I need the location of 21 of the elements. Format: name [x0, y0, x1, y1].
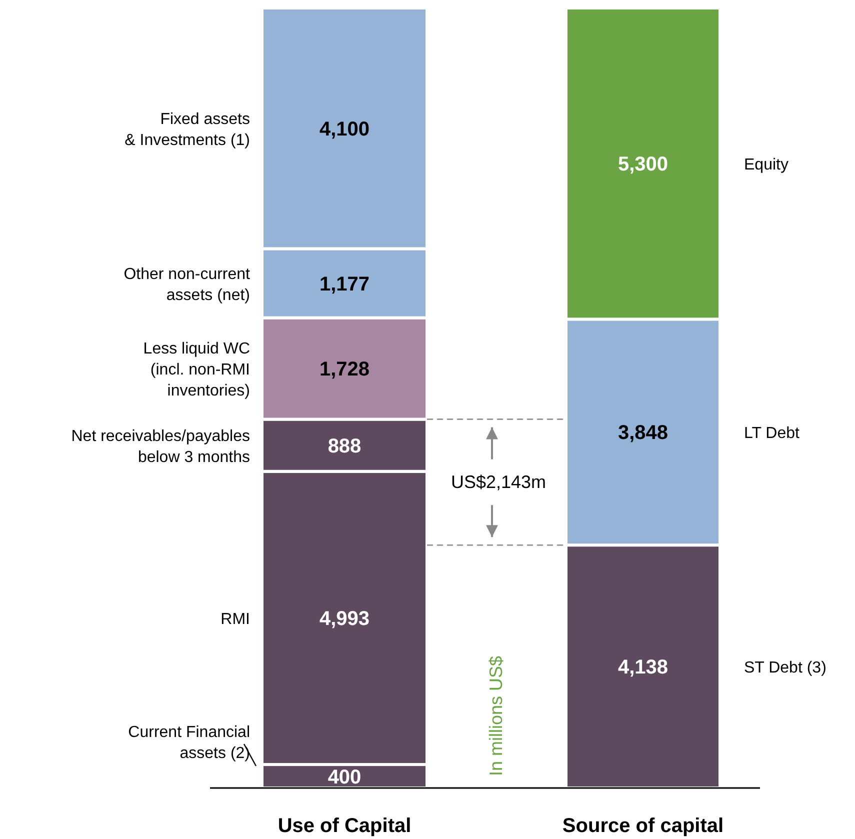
series-label: LT Debt: [744, 425, 800, 442]
series-label: ST Debt (3): [744, 660, 826, 677]
x-tick-label: Use of Capital: [278, 815, 412, 837]
data-label: 4,138: [618, 656, 668, 679]
series-label: RMI: [220, 610, 250, 628]
data-label: 4,993: [319, 608, 370, 630]
data-label: 5,300: [618, 154, 668, 176]
data-label: 400: [328, 766, 362, 788]
series-label: Net receivables/payables below 3 months: [71, 428, 250, 466]
series-label: Equity: [744, 156, 788, 174]
data-label: 4,100: [319, 118, 370, 140]
series-label: Fixed assets & Investments (1): [124, 110, 250, 149]
series-label: Other non-current assets (net): [124, 266, 251, 304]
series-label: Less liquid WC (incl. non-RMI inventories): [143, 340, 250, 400]
data-label: 1,177: [319, 273, 370, 296]
data-label: 888: [328, 435, 362, 458]
x-tick-label: Source of capital: [562, 815, 724, 837]
annotation: US$2,143m: [450, 472, 546, 492]
data-label: 3,848: [618, 422, 668, 444]
data-label: 1,728: [319, 358, 370, 381]
y-axis-title: In millions US$: [486, 656, 506, 776]
